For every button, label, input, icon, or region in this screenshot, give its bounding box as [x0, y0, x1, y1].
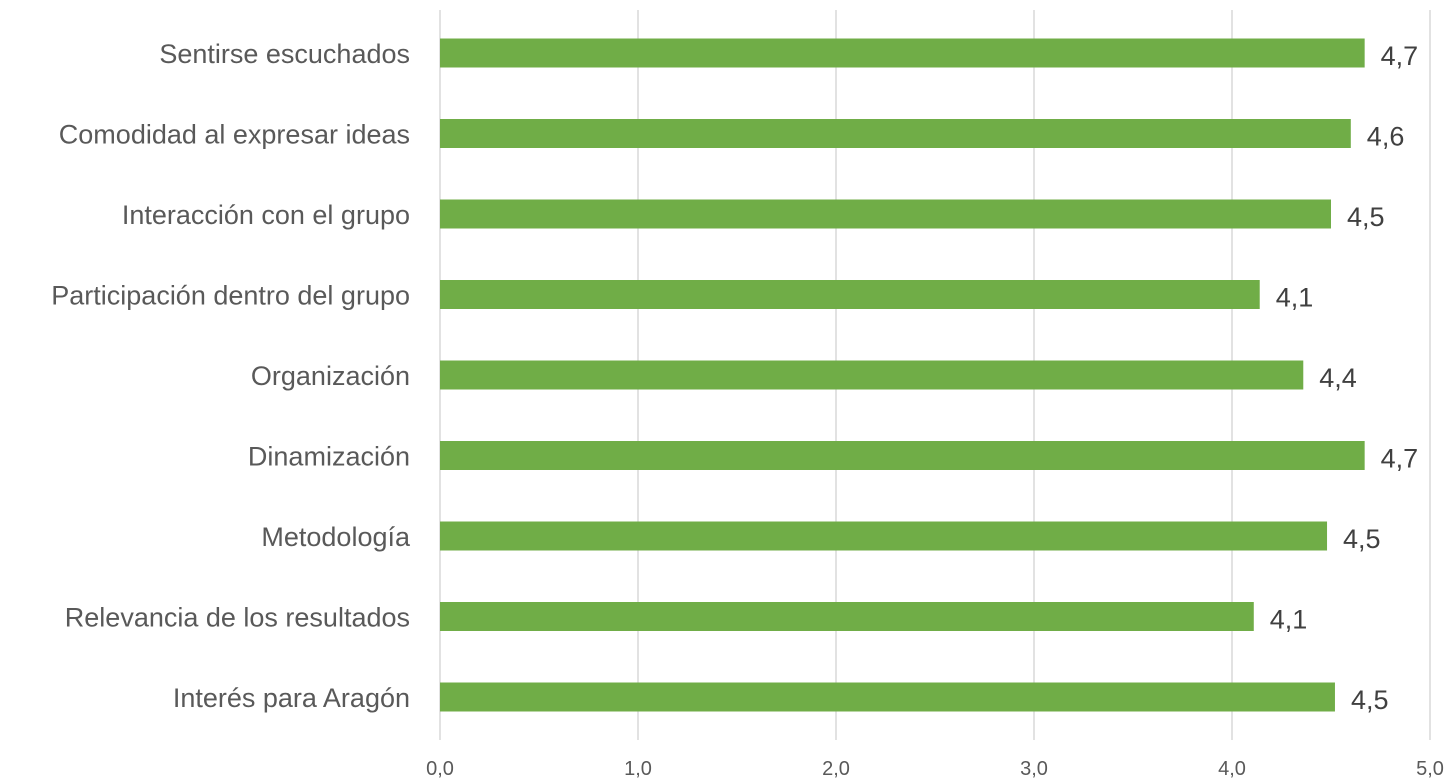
category-labels: Sentirse escuchados Comodidad al expresar…	[51, 39, 411, 713]
category-label: Metodología	[261, 522, 411, 552]
bar	[440, 38, 1365, 68]
data-label: 4,1	[1276, 283, 1314, 313]
category-label: Relevancia de los resultados	[65, 603, 410, 633]
bar	[440, 119, 1351, 148]
category-label: Participación dentro del grupo	[51, 281, 410, 311]
x-tick-label: 4,0	[1218, 758, 1246, 780]
bar	[440, 199, 1331, 229]
x-tick-label: 2,0	[822, 758, 850, 780]
data-label: 4,1	[1270, 605, 1308, 635]
bar	[440, 682, 1335, 712]
data-label: 4,7	[1381, 444, 1419, 474]
x-tick-label: 3,0	[1020, 758, 1048, 780]
bar	[440, 360, 1304, 390]
bar	[440, 602, 1254, 631]
category-label: Interacción con el grupo	[122, 200, 410, 230]
bar	[440, 441, 1365, 470]
data-label: 4,5	[1351, 685, 1389, 715]
value-labels: 4,7 4,6 4,5 4,1 4,4 4,7 4,5 4,1 4,5	[1270, 41, 1418, 715]
data-label: 4,7	[1381, 41, 1419, 71]
x-tick-label: 5,0	[1416, 758, 1444, 780]
category-label: Sentirse escuchados	[159, 39, 410, 69]
category-label: Organización	[251, 361, 410, 391]
x-tick-label: 0,0	[426, 758, 454, 780]
data-label: 4,5	[1343, 524, 1381, 554]
bar	[440, 521, 1328, 551]
bar	[440, 280, 1260, 309]
category-label: Dinamización	[248, 442, 410, 472]
x-tick-label: 1,0	[624, 758, 652, 780]
data-label: 4,4	[1319, 363, 1357, 393]
data-label: 4,5	[1347, 202, 1385, 232]
data-label: 4,6	[1367, 122, 1405, 152]
bars	[440, 38, 1365, 712]
category-label: Comodidad al expresar ideas	[59, 120, 410, 150]
x-axis-tick-labels: 0,0 1,0 2,0 3,0 4,0 5,0	[426, 758, 1444, 780]
category-label: Interés para Aragón	[173, 683, 410, 713]
